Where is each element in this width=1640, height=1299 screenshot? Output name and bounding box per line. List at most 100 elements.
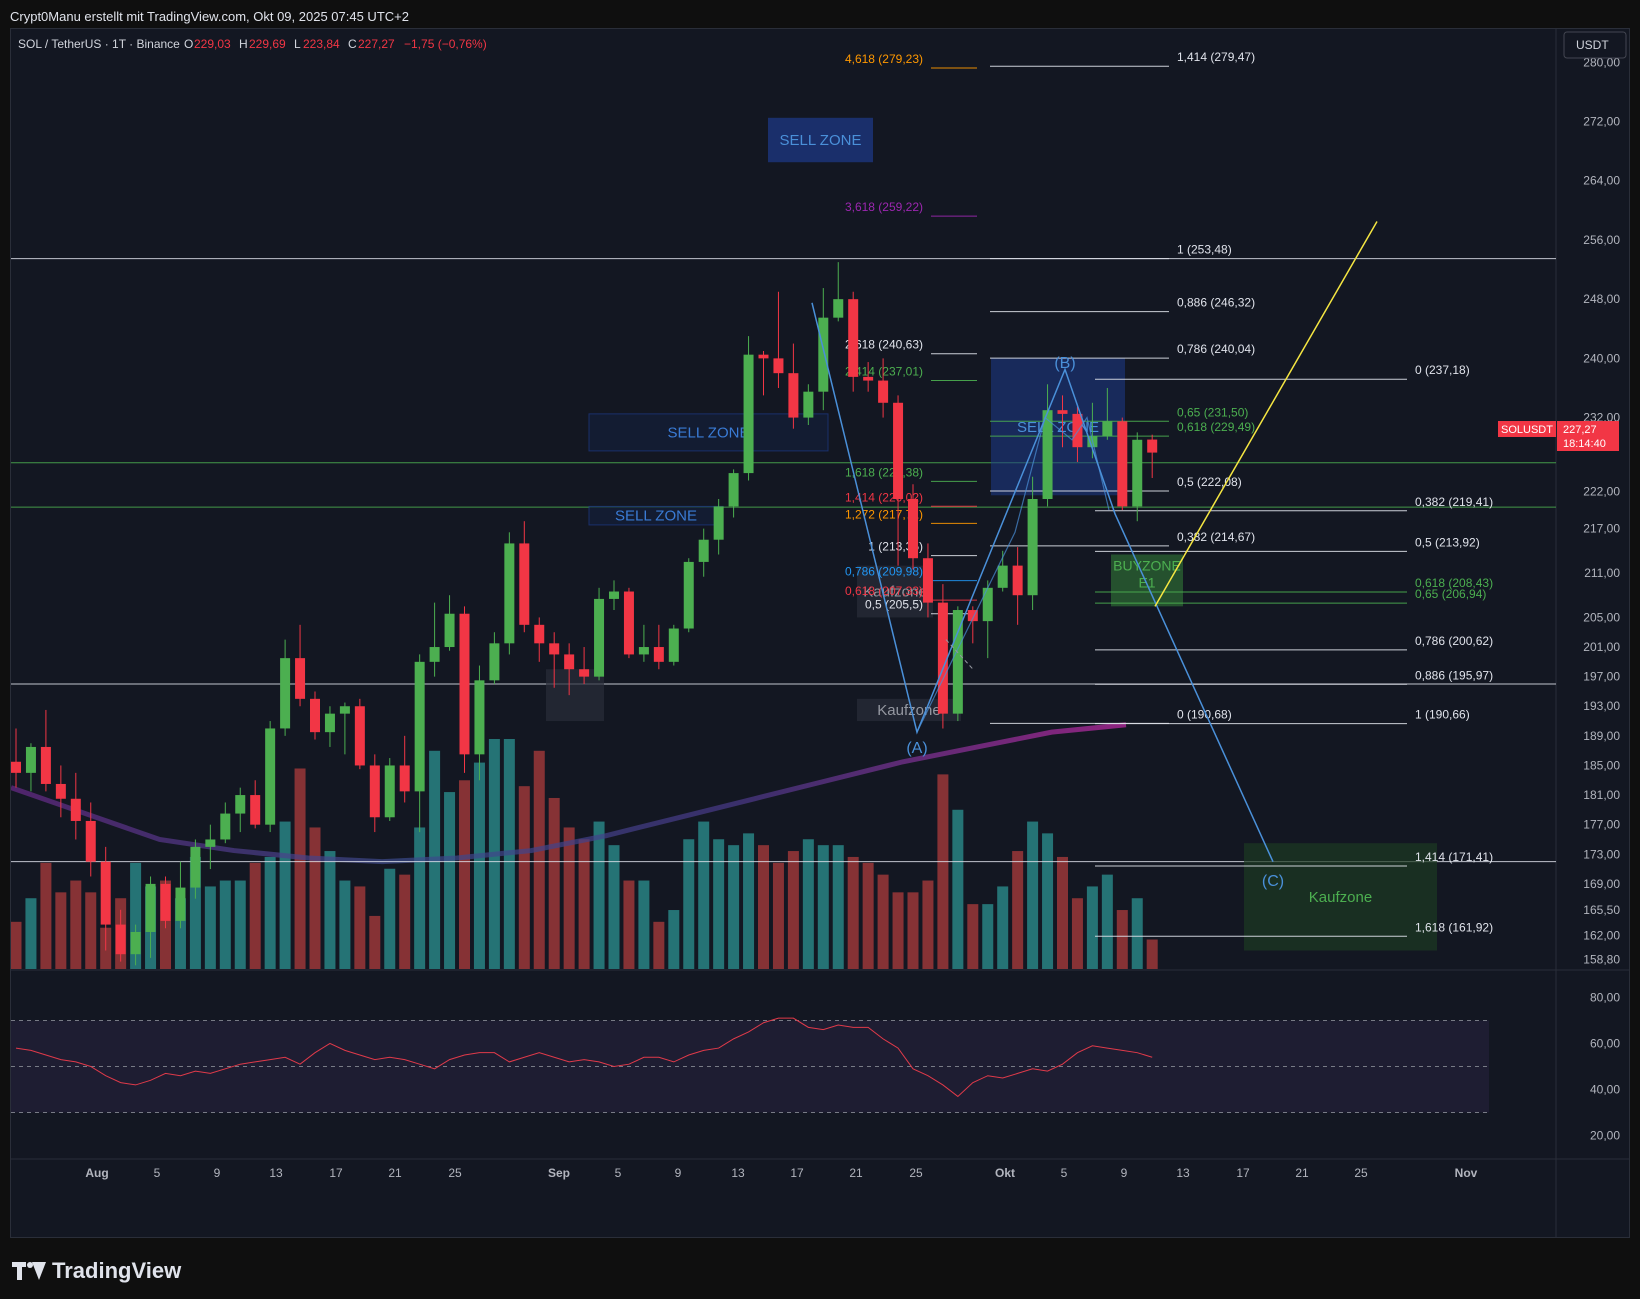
time-tick: Sep bbox=[548, 1166, 570, 1180]
candle-body bbox=[609, 591, 619, 599]
candle-body bbox=[1027, 499, 1038, 596]
volume-bar bbox=[817, 845, 829, 969]
candle-body bbox=[1012, 565, 1023, 596]
volume-bar bbox=[952, 809, 964, 969]
fib-label: 1 (190,66) bbox=[1415, 708, 1470, 722]
time-tick: 17 bbox=[329, 1166, 343, 1180]
fib-label: 0,5 (213,92) bbox=[1415, 535, 1480, 549]
price-tick: 169,00 bbox=[1583, 877, 1620, 891]
candle-body bbox=[698, 539, 709, 562]
badge-symbol: SOLUSDT bbox=[1501, 424, 1553, 436]
time-tick: 25 bbox=[909, 1166, 923, 1180]
horizontal-lines bbox=[11, 258, 1556, 863]
fib-label: 0,382 (219,41) bbox=[1415, 495, 1493, 509]
price-tick: 158,80 bbox=[1583, 952, 1620, 966]
tradingview-logo-icon bbox=[12, 1262, 46, 1280]
volume-bar bbox=[459, 780, 470, 969]
candle-body bbox=[594, 598, 605, 677]
volume-bar bbox=[518, 786, 530, 969]
zone-label: Kaufzone bbox=[1309, 889, 1372, 906]
candle-body bbox=[803, 391, 814, 418]
zone-label: Kaufzone bbox=[863, 584, 926, 601]
price-tick: 240,00 bbox=[1583, 351, 1620, 365]
tradingview-logo[interactable]: TradingView bbox=[12, 1258, 181, 1284]
fib-label: 0,886 (246,32) bbox=[1177, 296, 1255, 310]
volume-bar bbox=[922, 880, 934, 969]
legend-low-label: L bbox=[294, 37, 301, 51]
time-axis: Aug 5 9 13 17 21 25 Sep 5 9 13 17 21 25 Okt 5 9 13 17 21 25 N… bbox=[85, 1166, 1477, 1180]
candle-body bbox=[175, 887, 186, 921]
volume-bar bbox=[743, 833, 755, 969]
candle-body bbox=[504, 543, 515, 644]
volume-bar bbox=[249, 862, 261, 969]
volume-bar bbox=[997, 886, 1009, 969]
candle-body bbox=[55, 783, 66, 799]
candle-body bbox=[1072, 413, 1083, 448]
rsi-tick: 20,00 bbox=[1590, 1129, 1620, 1143]
time-tick: 21 bbox=[388, 1166, 402, 1180]
volume-bar bbox=[219, 880, 231, 969]
time-tick: 21 bbox=[1295, 1166, 1309, 1180]
volume-bar bbox=[189, 856, 201, 969]
volume-bar bbox=[40, 862, 52, 969]
volume-bar bbox=[473, 762, 485, 969]
fib-label: 0 (190,68) bbox=[1177, 707, 1232, 721]
legend-change: −1,75 (−0,76%) bbox=[404, 37, 487, 51]
fib-label: 1 (253,48) bbox=[1177, 243, 1232, 257]
candle-body bbox=[1132, 439, 1143, 507]
fib-label: 0,65 (206,94) bbox=[1415, 587, 1486, 601]
volume-bar bbox=[533, 750, 545, 969]
time-tick: 5 bbox=[615, 1166, 622, 1180]
candle-body bbox=[519, 543, 530, 625]
price-tick: 211,00 bbox=[1584, 566, 1620, 580]
zone-box bbox=[546, 669, 604, 722]
candle-body bbox=[579, 669, 590, 677]
time-tick: Nov bbox=[1455, 1166, 1478, 1180]
volume-bar bbox=[1012, 851, 1024, 969]
zone-box bbox=[1111, 554, 1183, 607]
volume-bar bbox=[204, 886, 216, 969]
candle-body bbox=[683, 561, 694, 629]
zone-box bbox=[857, 565, 933, 618]
currency-button[interactable]: USDT bbox=[1563, 31, 1627, 59]
volume-bar bbox=[608, 845, 620, 969]
candle-body bbox=[668, 628, 679, 662]
moving-average-line bbox=[11, 722, 1127, 865]
chart-credit: Crypt0Manu erstellt mit TradingView.com,… bbox=[10, 9, 409, 24]
time-tick: 9 bbox=[1121, 1166, 1128, 1180]
candle-body bbox=[638, 647, 649, 655]
candle-body bbox=[908, 499, 918, 559]
time-tick: 5 bbox=[1061, 1166, 1068, 1180]
volume-bar bbox=[1086, 886, 1098, 969]
volume-bar bbox=[1042, 833, 1054, 969]
candle-body bbox=[982, 587, 993, 622]
zone-label: SELL ZONE bbox=[615, 508, 697, 525]
candle-body bbox=[190, 846, 201, 888]
price-tick: 197,00 bbox=[1583, 670, 1620, 684]
candle-body bbox=[369, 765, 380, 818]
candle-body bbox=[728, 473, 739, 507]
candle-body bbox=[339, 706, 350, 714]
volume-bar bbox=[1116, 910, 1128, 969]
volume-bar bbox=[264, 856, 276, 969]
legend-ohlc: O 229,03 H 229,69 L 223,84 C 227,27 −1,7… bbox=[184, 37, 487, 51]
rsi-tick: 60,00 bbox=[1590, 1036, 1620, 1050]
badge-price-box bbox=[1557, 421, 1619, 451]
candle-body bbox=[115, 924, 126, 955]
volume-bar bbox=[593, 821, 605, 969]
candle-body bbox=[773, 358, 784, 374]
price-tick: 165,50 bbox=[1583, 903, 1620, 917]
volume-bar bbox=[683, 839, 695, 969]
candle-body bbox=[564, 654, 575, 670]
candle-body bbox=[444, 613, 455, 648]
price-tick: 185,00 bbox=[1583, 758, 1620, 772]
price-tick: 201,00 bbox=[1583, 640, 1620, 654]
volume-bar bbox=[339, 880, 351, 969]
fib-label: 0,5 (205,5) bbox=[865, 598, 923, 612]
volume-bar bbox=[907, 892, 919, 969]
time-tick: 13 bbox=[269, 1166, 283, 1180]
wave-label: (A) bbox=[906, 740, 927, 757]
last-price-badge: SOLUSDT 227,27 18:14:40 bbox=[1498, 421, 1619, 451]
volume-bar bbox=[772, 862, 784, 969]
